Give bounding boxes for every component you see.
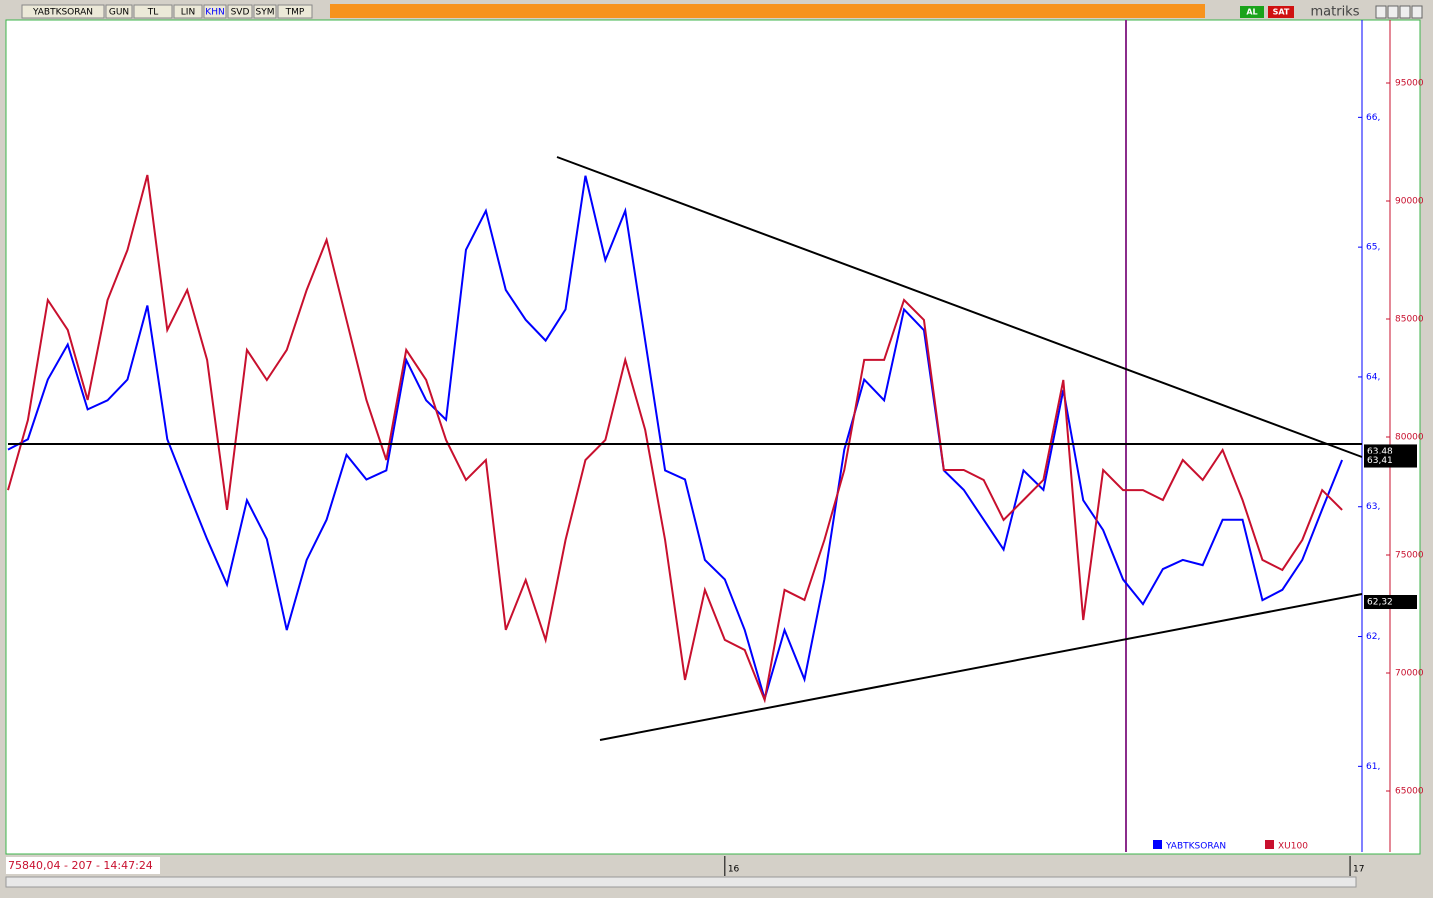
toolbar-button-label: SYM <box>256 8 275 18</box>
legend-label: XU100 <box>1278 842 1308 852</box>
toolbar-button[interactable] <box>253 4 277 19</box>
price-label: 62,32 <box>1367 598 1393 608</box>
y-tick-label: 64, <box>1366 372 1380 382</box>
close-button[interactable] <box>1411 5 1423 19</box>
legend-swatch <box>1153 840 1162 849</box>
series-line <box>7 174 1343 704</box>
y-tick-label: 63, <box>1366 502 1380 512</box>
toolbar-button[interactable] <box>173 4 203 19</box>
y-tick-label: 61, <box>1366 762 1380 772</box>
y2-tick-label: 90000 <box>1395 196 1424 206</box>
toolbar-button-label: YABTKSORAN <box>32 8 93 18</box>
price-label-box <box>1364 453 1417 468</box>
trend-line-upper <box>556 156 1363 458</box>
sell-label: SAT <box>1273 8 1290 17</box>
legend-label: YABTKSORAN <box>1165 842 1226 852</box>
scrollbar[interactable] <box>5 876 1357 888</box>
maximize-button[interactable] <box>1399 5 1411 19</box>
toolbar-button[interactable] <box>203 4 227 19</box>
y2-tick-label: 65000 <box>1395 786 1424 796</box>
toolbar-button[interactable] <box>277 4 313 19</box>
x-tick-label: 16 <box>728 865 740 875</box>
menu-button[interactable] <box>1375 5 1387 19</box>
toolbar-button-label: TMP <box>285 8 305 18</box>
status-text: 75840,04 - 207 - 14:47:24 <box>8 859 153 872</box>
buy-button[interactable] <box>1240 6 1264 18</box>
price-label: 63,48 <box>1367 447 1393 457</box>
status-box <box>6 857 160 874</box>
buy-label: AL <box>1246 8 1257 17</box>
y2-tick-label: 95000 <box>1395 78 1424 88</box>
toolbar-button-label: LIN <box>181 8 195 18</box>
x-tick-label: 17 <box>1353 865 1364 875</box>
toolbar-button-label: TL <box>147 8 159 18</box>
price-label: 63,41 <box>1367 456 1393 466</box>
toolbar-button-label: SVD <box>231 8 250 18</box>
legend-swatch <box>1265 840 1274 849</box>
status-bar <box>0 855 1433 894</box>
series-line <box>7 175 1344 703</box>
toolbar-button[interactable] <box>227 4 253 19</box>
y-tick-label: 62, <box>1366 632 1380 642</box>
brand: matriks <box>1311 5 1360 20</box>
series-group <box>7 174 1344 704</box>
y2-tick-label: 70000 <box>1395 668 1424 678</box>
plot-area <box>5 19 1421 855</box>
toolbar-band <box>330 4 1205 18</box>
trend-line-lower <box>599 593 1363 741</box>
toolbar-button-label: GUN <box>109 8 129 18</box>
sell-button[interactable] <box>1268 6 1294 18</box>
price-label-box <box>1364 595 1417 610</box>
y2-tick-label: 85000 <box>1395 314 1424 324</box>
toolbar-button[interactable] <box>21 4 105 19</box>
y2-tick-label: 75000 <box>1395 550 1424 560</box>
y-tick-label: 66, <box>1366 113 1380 123</box>
toolbar-button[interactable] <box>133 4 173 19</box>
minimize-button[interactable] <box>1387 5 1399 19</box>
toolbar-button[interactable] <box>105 4 133 19</box>
y2-tick-label: 80000 <box>1395 432 1424 442</box>
y-tick-label: 65, <box>1366 243 1380 253</box>
toolbar-button-label: KHN <box>205 8 224 18</box>
